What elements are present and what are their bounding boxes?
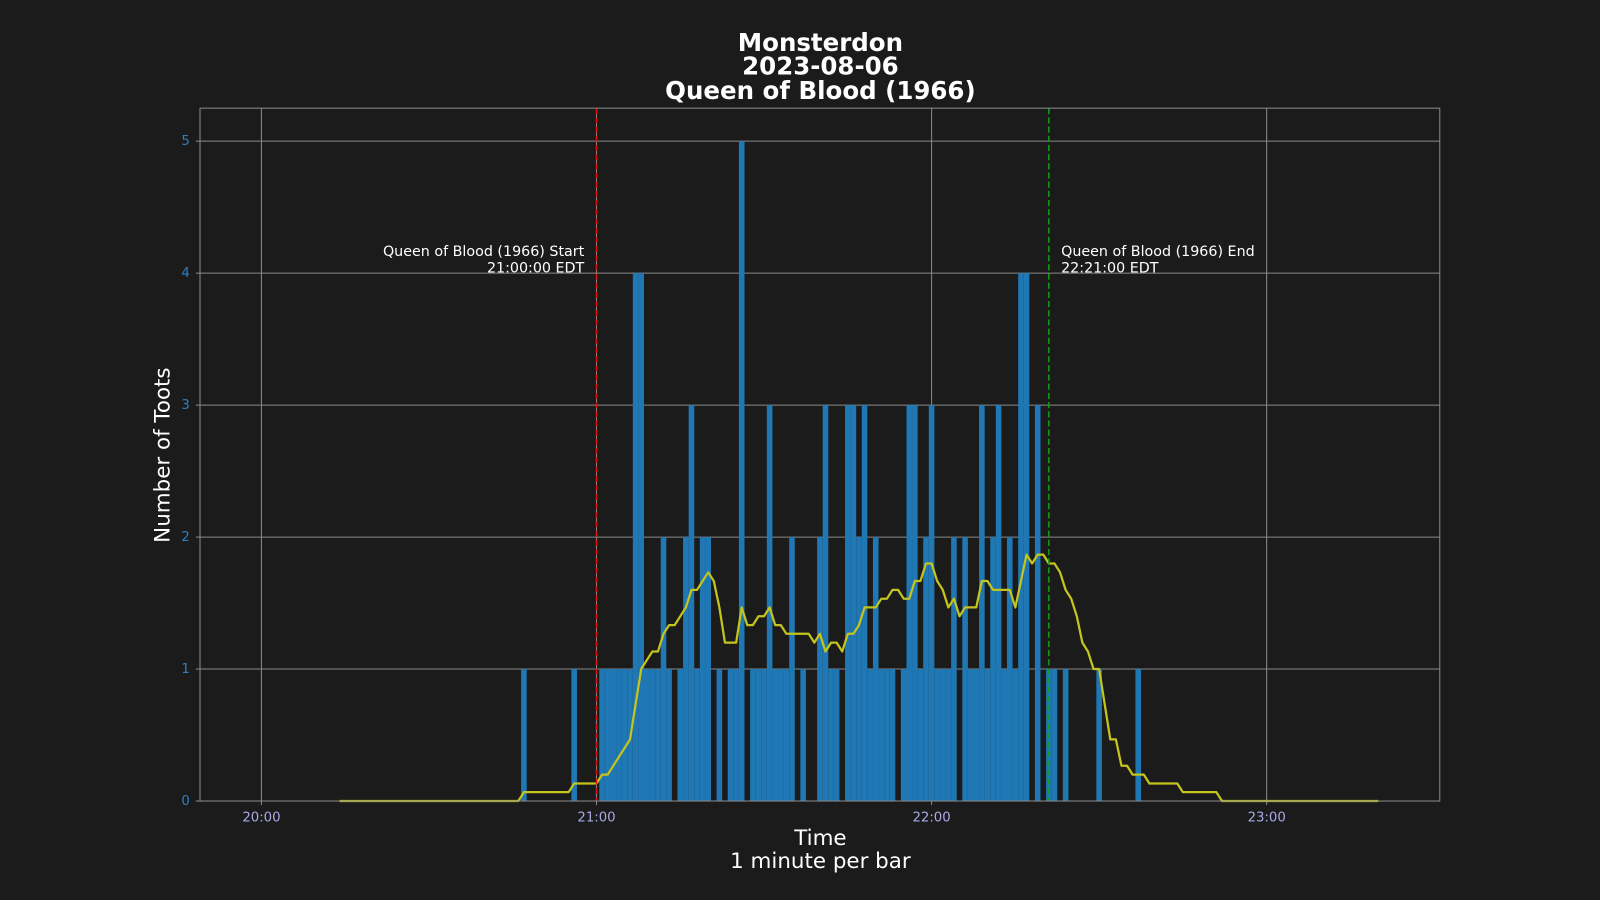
bar: [705, 537, 711, 802]
x-tick-label: 21:00: [577, 810, 615, 825]
bar: [1012, 669, 1019, 802]
y-tick-label: 3: [181, 398, 189, 413]
bar: [772, 669, 779, 802]
bar: [951, 537, 957, 802]
annotation: Queen of Blood (1966) Start: [383, 244, 585, 260]
bar: [817, 537, 823, 802]
bar: [638, 273, 644, 802]
bar: [822, 405, 829, 802]
bar: [1096, 669, 1102, 802]
plot-area: [195, 108, 1440, 806]
bar: [750, 669, 756, 802]
y-tick-label: 0: [181, 794, 189, 809]
x-axis-label: Time: [793, 826, 846, 851]
x-tick-label: 22:00: [912, 810, 950, 825]
bar: [610, 669, 617, 802]
bar: [979, 405, 985, 802]
bar: [521, 669, 527, 802]
bar: [867, 669, 873, 802]
bar: [917, 669, 924, 802]
y-tick-label: 1: [181, 662, 189, 677]
x-tick-label: 23:00: [1248, 810, 1286, 825]
bar: [845, 405, 851, 802]
annotation: 21:00:00 EDT: [487, 260, 585, 276]
y-axis-label: Number of Toots: [150, 367, 175, 542]
y-tick-label: 4: [181, 266, 189, 281]
bar: [616, 669, 622, 802]
bar: [649, 669, 656, 802]
bar: [861, 405, 868, 802]
bar: [984, 669, 991, 802]
bar: [666, 669, 672, 802]
bar: [621, 669, 628, 802]
bar: [1135, 669, 1142, 802]
bar: [934, 669, 940, 802]
bar: [850, 405, 857, 802]
bar: [900, 669, 907, 802]
bar: [967, 669, 974, 802]
bar: [599, 669, 605, 802]
bar: [939, 669, 946, 802]
bar: [1023, 273, 1030, 802]
bar: [833, 669, 840, 802]
bar: [755, 669, 762, 802]
y-tick-label: 2: [181, 530, 189, 545]
bar: [990, 537, 996, 802]
bar: [945, 669, 952, 802]
bar: [716, 669, 723, 802]
bar: [973, 669, 980, 802]
bar: [660, 537, 667, 802]
bar: [738, 141, 745, 802]
bar: [884, 669, 890, 802]
bar: [694, 669, 700, 802]
bar: [800, 669, 806, 802]
bar: [688, 405, 695, 802]
x-axis-label: 1 minute per bar: [730, 849, 911, 874]
bar: [571, 669, 577, 802]
bar: [995, 405, 1002, 802]
bar: [872, 537, 879, 802]
chart-title: 2023-08-06: [742, 51, 899, 80]
bar: [1018, 273, 1024, 802]
bar: [1051, 669, 1058, 802]
annotation: 22:21:00 EDT: [1061, 260, 1159, 276]
bar: [632, 273, 639, 802]
chart-title: Queen of Blood (1966): [665, 76, 975, 105]
bar: [655, 669, 661, 802]
bar: [1034, 405, 1041, 802]
bar: [643, 669, 650, 802]
annotation: Queen of Blood (1966) End: [1061, 244, 1255, 260]
bar: [889, 669, 896, 802]
bar: [761, 669, 767, 802]
bar: [828, 669, 834, 802]
bar: [928, 405, 935, 802]
bar: [783, 669, 790, 802]
bar: [789, 537, 795, 802]
bar: [912, 405, 918, 802]
bar: [1006, 537, 1013, 802]
bar: [766, 405, 773, 802]
bar: [727, 669, 734, 802]
bar: [604, 669, 611, 802]
bar: [677, 669, 684, 802]
bar: [923, 537, 929, 802]
x-tick-label: 20:00: [242, 810, 280, 825]
bar: [906, 405, 913, 802]
bar: [699, 537, 706, 802]
bar: [962, 537, 968, 802]
y-tick-label: 5: [181, 134, 189, 149]
bar: [778, 669, 784, 802]
bar: [878, 669, 885, 802]
bar: [683, 537, 689, 802]
bar: [1062, 669, 1069, 802]
bar: [856, 537, 862, 802]
chart-title: Monsterdon: [738, 28, 903, 57]
plot-frame: [199, 107, 1441, 802]
bar: [733, 669, 739, 802]
bar: [1001, 669, 1007, 802]
